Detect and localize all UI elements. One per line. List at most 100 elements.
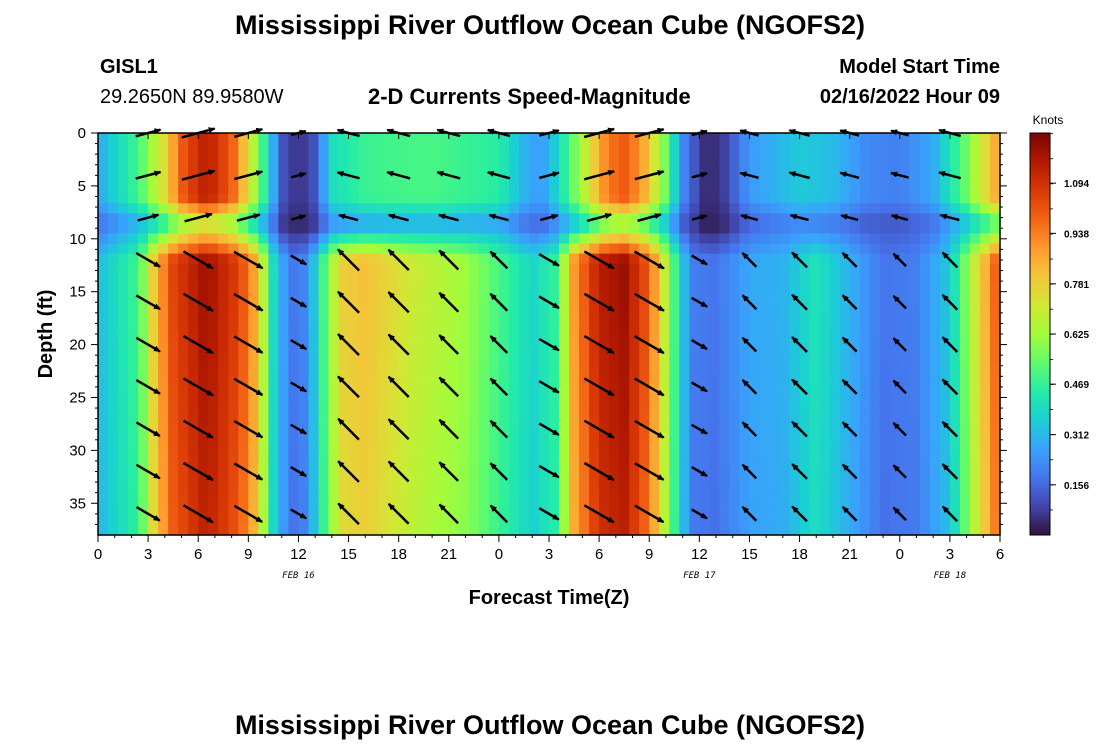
heatmap-cell <box>348 424 360 436</box>
heatmap-cell <box>719 374 730 385</box>
heatmap-cell <box>729 183 741 194</box>
heatmap-cell <box>869 323 881 335</box>
heatmap-cell <box>98 263 109 275</box>
heatmap-cell <box>98 213 109 225</box>
heatmap-cell <box>949 484 961 496</box>
heatmap-cell <box>709 273 720 285</box>
heatmap-cell <box>278 334 290 345</box>
heatmap-cell <box>709 414 720 426</box>
heatmap-cell <box>208 323 219 335</box>
heatmap-cell <box>839 273 851 285</box>
heatmap-cell <box>849 223 861 235</box>
heatmap-cell <box>649 193 660 204</box>
heatmap-cell <box>248 263 259 275</box>
heatmap-cell <box>589 263 600 275</box>
heatmap-cell <box>929 173 941 184</box>
heatmap-cell <box>368 474 380 486</box>
heatmap-cell <box>599 173 610 184</box>
heatmap-cell <box>969 384 981 395</box>
heatmap-cell <box>849 253 861 265</box>
heatmap-cell <box>589 434 600 446</box>
heatmap-cell <box>979 354 991 365</box>
heatmap-cell <box>338 484 350 496</box>
heatmap-cell <box>669 474 680 486</box>
heatmap-cell <box>809 504 821 516</box>
heatmap-cell <box>478 504 490 516</box>
heatmap-cell <box>448 334 460 345</box>
heatmap-cell <box>268 514 279 526</box>
heatmap-cell <box>288 454 300 466</box>
heatmap-cell <box>298 243 310 255</box>
heatmap-cell <box>599 434 610 446</box>
heatmap-cell <box>428 163 440 174</box>
heatmap-cell <box>98 374 109 385</box>
current-vector <box>538 422 560 436</box>
heatmap-cell <box>458 334 470 345</box>
heatmap-cell <box>989 183 1001 194</box>
heatmap-cell <box>528 404 540 415</box>
heatmap-cell <box>208 394 219 405</box>
heatmap-cell <box>749 263 761 275</box>
heatmap-cell <box>128 464 139 476</box>
heatmap-cell <box>729 173 741 184</box>
heatmap-cell <box>649 233 660 245</box>
heatmap-cell <box>929 243 941 255</box>
heatmap-cell <box>589 283 600 295</box>
heatmap-cell <box>248 223 259 235</box>
heatmap-cell <box>378 374 390 385</box>
heatmap-cell <box>569 404 580 415</box>
heatmap-cell <box>569 303 580 315</box>
heatmap-cell <box>238 133 249 144</box>
heatmap-cell <box>378 193 390 204</box>
heatmap-cell <box>629 293 640 305</box>
heatmap-cell <box>699 464 710 476</box>
heatmap-cell <box>308 163 320 174</box>
heatmap-cell <box>769 474 781 486</box>
heatmap-cell <box>108 514 119 526</box>
heatmap-cell <box>258 213 269 225</box>
heatmap-cell <box>589 404 600 415</box>
heatmap-cell <box>128 434 139 446</box>
heatmap-cell <box>128 504 139 516</box>
heatmap-cell <box>859 414 871 426</box>
current-vector <box>387 213 409 222</box>
heatmap-cell <box>869 163 881 174</box>
heatmap-cell <box>809 173 821 184</box>
heatmap-cell <box>889 133 901 144</box>
heatmap-cell <box>629 394 640 405</box>
heatmap-cell <box>759 404 771 415</box>
heatmap-cell <box>549 193 560 204</box>
heatmap-cell <box>118 293 129 305</box>
heatmap-cell <box>759 193 771 204</box>
heatmap-cell <box>228 424 239 436</box>
heatmap-cell <box>749 364 761 375</box>
heatmap-cell <box>869 504 881 516</box>
heatmap-cell <box>739 273 751 285</box>
heatmap-cell <box>118 524 129 536</box>
heatmap-cell <box>378 253 390 265</box>
heatmap-cell <box>328 133 340 144</box>
heatmap-cell <box>859 253 871 265</box>
heatmap-cell <box>599 133 610 144</box>
heatmap-cell <box>318 514 330 526</box>
heatmap-cell <box>689 414 700 426</box>
heatmap-cell <box>899 153 911 164</box>
heatmap-cell <box>458 193 470 204</box>
heatmap-cell <box>168 504 179 516</box>
heatmap-cell <box>629 233 640 245</box>
heatmap-cell <box>569 434 580 446</box>
heatmap-cell <box>699 514 710 526</box>
heatmap-cell <box>769 514 781 526</box>
current-vector <box>892 422 907 437</box>
heatmap-cell <box>198 223 209 235</box>
heatmap-cell <box>168 293 179 305</box>
heatmap-cell <box>829 273 841 285</box>
heatmap-cell <box>989 504 1001 516</box>
heatmap-cell <box>488 494 500 506</box>
current-vector <box>939 213 960 222</box>
heatmap-cell <box>458 203 470 214</box>
heatmap-cell <box>538 173 550 184</box>
heatmap-cell <box>739 444 751 456</box>
heatmap-cell <box>298 223 310 235</box>
heatmap-cell <box>989 434 1001 446</box>
